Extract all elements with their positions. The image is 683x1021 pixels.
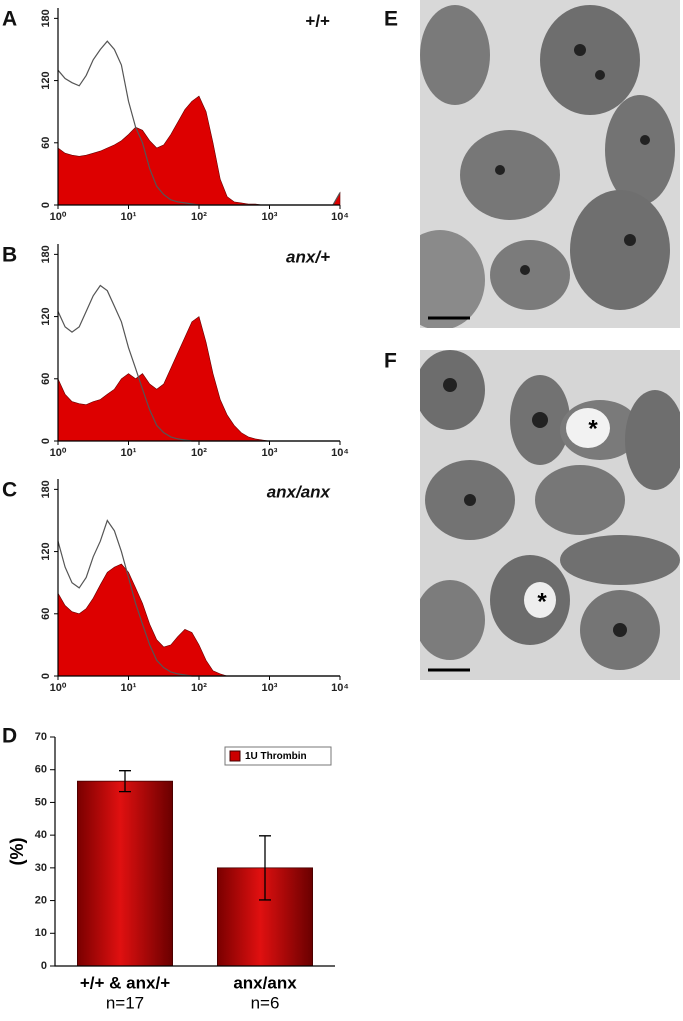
axes bbox=[57, 244, 340, 442]
y-tick-label: 10 bbox=[35, 927, 47, 939]
y-tick-label: 0 bbox=[40, 673, 52, 679]
y-tick-label: 50 bbox=[35, 796, 47, 808]
genotype-label: anx/anx bbox=[267, 482, 332, 501]
x-tick-label: 10⁴ bbox=[331, 211, 349, 223]
x-tick-label: 10² bbox=[191, 682, 207, 694]
histogram-area bbox=[57, 316, 340, 442]
y-tick-label: 0 bbox=[40, 438, 52, 444]
error-bar bbox=[119, 770, 131, 793]
y-tick-label: 0 bbox=[40, 202, 52, 208]
micrograph-e bbox=[420, 0, 680, 328]
y-tick-label: 40 bbox=[35, 829, 47, 841]
y-tick-label: 20 bbox=[35, 894, 47, 906]
x-tick-label: 10³ bbox=[262, 682, 278, 694]
bar bbox=[77, 780, 173, 967]
panel-letter: A bbox=[2, 8, 17, 31]
panel-letter: F bbox=[384, 350, 397, 373]
x-tick-label: 10³ bbox=[262, 447, 278, 459]
x-tick-label: 10¹ bbox=[121, 682, 137, 694]
y-tick-label: 0 bbox=[41, 960, 47, 972]
y-tick-label: 70 bbox=[35, 731, 47, 743]
x-tick-label: 10² bbox=[191, 211, 207, 223]
panel-letter: E bbox=[384, 8, 398, 31]
x-tick-label: anx/anx bbox=[233, 973, 297, 992]
x-tick-label: +/+ & anx/+ bbox=[80, 973, 170, 992]
y-tick-label: 120 bbox=[40, 71, 52, 89]
axes bbox=[57, 8, 340, 206]
legend-label: 1U Thrombin bbox=[245, 751, 307, 762]
panel-letter: B bbox=[2, 244, 17, 267]
x-tick-label: 10⁰ bbox=[50, 447, 67, 459]
x-tick-label: 10⁴ bbox=[331, 447, 349, 459]
y-tick-label: 60 bbox=[40, 608, 52, 620]
legend-swatch bbox=[229, 750, 241, 762]
x-tick-label: 10² bbox=[191, 447, 207, 459]
x-tick-label: 10¹ bbox=[121, 447, 137, 459]
y-tick-label: 180 bbox=[40, 9, 52, 27]
y-tick-label: 180 bbox=[40, 480, 52, 498]
x-tick-label: 10⁴ bbox=[331, 682, 349, 694]
y-tick-label: 60 bbox=[40, 137, 52, 149]
axes bbox=[54, 737, 335, 967]
asterisk: * bbox=[537, 588, 547, 615]
genotype-label: +/+ bbox=[305, 11, 330, 30]
panel-letter: D bbox=[2, 725, 17, 748]
axes bbox=[57, 479, 340, 677]
y-tick-label: 30 bbox=[35, 862, 47, 874]
x-tick-label: 10³ bbox=[262, 211, 278, 223]
x-tick-label: 10⁰ bbox=[50, 211, 67, 223]
x-tick-label: 10⁰ bbox=[50, 682, 67, 694]
histogram-area bbox=[57, 563, 340, 677]
y-tick-label: 120 bbox=[40, 542, 52, 560]
panel-letter: C bbox=[2, 479, 17, 502]
genotype-label: anx/+ bbox=[286, 247, 330, 266]
y-tick-label: 180 bbox=[40, 245, 52, 263]
y-axis-label: (%) bbox=[7, 838, 27, 866]
histogram-area bbox=[57, 95, 341, 206]
y-tick-label: 120 bbox=[40, 307, 52, 325]
y-tick-label: 60 bbox=[35, 764, 47, 776]
error-bar bbox=[259, 835, 271, 901]
asterisk: * bbox=[588, 415, 598, 442]
x-sublabel: n=17 bbox=[106, 993, 144, 1012]
x-tick-label: 10¹ bbox=[121, 211, 137, 223]
micrograph-f bbox=[420, 350, 680, 680]
y-tick-label: 60 bbox=[40, 373, 52, 385]
x-sublabel: n=6 bbox=[251, 993, 280, 1012]
legend-box bbox=[224, 746, 332, 766]
